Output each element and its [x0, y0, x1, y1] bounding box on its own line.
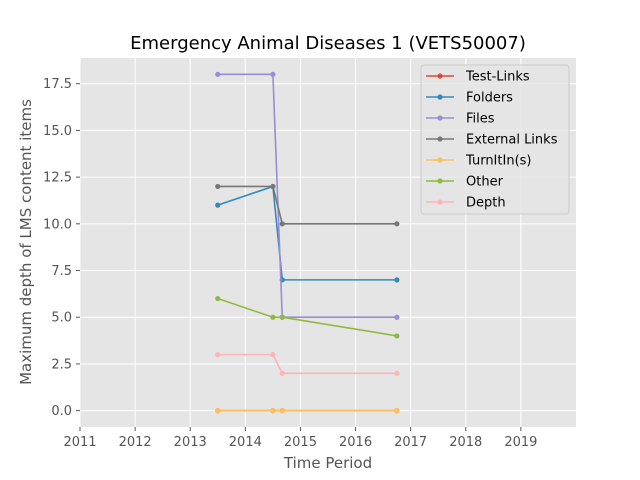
data-point: [394, 221, 400, 227]
legend-entry: Depth: [426, 196, 506, 211]
legend-label: Other: [466, 175, 504, 190]
legend-entry: Folders: [426, 91, 513, 106]
y-tick-label: 5.0: [51, 311, 72, 326]
legend-box: [420, 64, 570, 215]
legend-entry: External Links: [426, 133, 558, 148]
y-axis-ticks: 0.0 2.5 5.0 7.5 10.0 12.5 15.0 17.5: [43, 77, 80, 419]
series-turnitin-s: [215, 408, 400, 414]
legend-label: Depth: [466, 196, 506, 211]
y-tick-label: 15.0: [43, 124, 72, 139]
data-point: [279, 314, 285, 320]
y-tick-label: 10.0: [43, 217, 72, 232]
series-line: [217, 73, 397, 319]
legend-entry: Other: [426, 175, 504, 190]
data-point: [279, 221, 285, 227]
data-point: [279, 370, 285, 376]
y-tick-label: 2.5: [51, 357, 72, 372]
x-tick-label: 2015: [284, 435, 317, 450]
data-point: [394, 408, 400, 414]
legend-entry: Test-Links: [426, 70, 530, 85]
legend-marker: [437, 157, 443, 163]
data-point: [270, 314, 276, 320]
data-point: [270, 408, 276, 414]
data-point: [215, 352, 221, 358]
data-point: [215, 408, 221, 414]
y-tick-label: 12.5: [43, 171, 72, 186]
legend-marker: [437, 199, 443, 205]
chart-title: Emergency Animal Diseases 1 (VETS50007): [130, 33, 526, 54]
legend-entry: Files: [426, 112, 495, 127]
series-other: [215, 295, 400, 339]
y-tick-label: 0.0: [51, 404, 72, 419]
data-point: [279, 408, 285, 414]
data-point: [215, 295, 221, 302]
data-point: [394, 333, 400, 339]
legend-marker: [437, 115, 443, 121]
series-line: [217, 185, 397, 281]
x-tick-label: 2019: [504, 435, 537, 450]
x-tick-label: 2014: [229, 435, 262, 450]
series-lines: [215, 71, 400, 414]
legend-label: TurnItIn(s): [465, 154, 531, 169]
legend-entry: TurnItIn(s): [426, 154, 531, 169]
x-axis-ticks: 2011 2012 2013 2014 2015 2016 2017 2018 2019: [63, 427, 537, 450]
legend-label: Files: [466, 112, 495, 127]
series-line: [217, 185, 397, 225]
legend-label: External Links: [466, 133, 558, 148]
y-axis-label: Maximum depth of LMS content items: [17, 99, 35, 385]
data-point: [215, 71, 221, 77]
x-axis-label: Time Period: [283, 454, 372, 472]
x-tick-label: 2016: [339, 435, 372, 450]
series-external-links: [215, 183, 400, 227]
data-point: [215, 183, 221, 190]
x-tick-label: 2013: [174, 435, 207, 450]
data-point: [270, 71, 276, 77]
legend-label: Folders: [466, 91, 513, 106]
x-tick-label: 2011: [63, 435, 96, 450]
y-tick-label: 7.5: [51, 264, 72, 279]
data-point: [270, 183, 276, 190]
data-point: [394, 277, 400, 283]
legend-marker: [437, 94, 443, 100]
data-point: [270, 352, 276, 358]
data-point: [215, 202, 221, 208]
legend-marker: [437, 178, 443, 184]
x-tick-label: 2018: [449, 435, 482, 450]
legend-label: Test-Links: [465, 70, 530, 85]
data-point: [394, 370, 400, 376]
legend-marker: [437, 136, 443, 142]
legend: Test-Links Folders Files External Links Turn…: [420, 64, 570, 215]
series-depth: [215, 352, 400, 376]
legend-marker: [437, 73, 443, 79]
series-line: [217, 297, 398, 337]
x-tick-label: 2017: [394, 435, 427, 450]
y-tick-label: 17.5: [43, 77, 72, 92]
series-line: [217, 353, 397, 375]
x-tick-label: 2012: [119, 435, 152, 450]
data-point: [394, 314, 400, 320]
